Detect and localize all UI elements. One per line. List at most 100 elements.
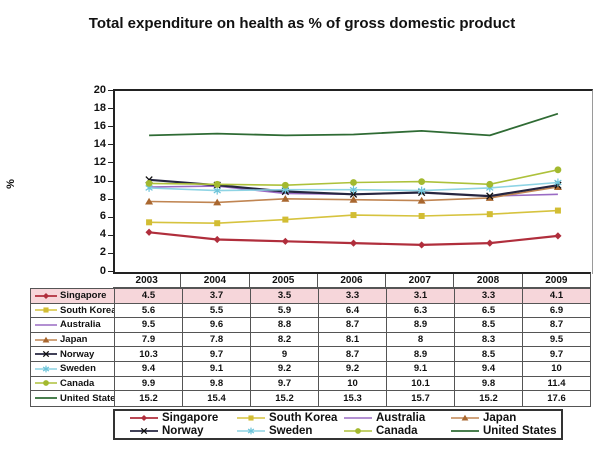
table-value-united-states-2003: 15.2 <box>114 391 182 406</box>
y-tick-label-14: 14 <box>93 137 106 150</box>
y-tick-label-4: 4 <box>99 228 106 241</box>
legend-item-singapore: Singapore <box>129 412 236 424</box>
series-line-sweden <box>145 178 562 195</box>
legend-label: Japan <box>483 411 517 424</box>
table-value-japan-2003: 7.9 <box>114 332 182 347</box>
legend-item-united-states: United States <box>450 425 557 437</box>
table-value-singapore-2005: 3.5 <box>250 289 318 303</box>
table-value-south-korea-2007: 6.3 <box>386 303 454 318</box>
y-tick-mark <box>108 252 113 254</box>
table-value-united-states-2004: 15.4 <box>182 391 250 406</box>
legend-item-japan: Japan <box>450 412 557 424</box>
y-tick-mark <box>108 162 113 164</box>
table-value-south-korea-2003: 5.6 <box>114 303 182 318</box>
table-value-south-korea-2009: 6.9 <box>522 303 590 318</box>
table-value-norway-2007: 8.9 <box>386 347 454 361</box>
series-line-south-korea <box>146 207 561 227</box>
norway-series-marker-icon <box>130 428 158 435</box>
year-label-2008: 2008 <box>453 274 521 287</box>
year-label-2009: 2009 <box>521 274 590 287</box>
table-value-south-korea-2004: 5.5 <box>182 303 250 318</box>
series-name-label: Japan <box>60 334 88 346</box>
legend-item-canada: Canada <box>343 425 450 437</box>
series-name-cell: United States <box>31 391 114 406</box>
y-tick-label-12: 12 <box>93 155 106 168</box>
table-value-south-korea-2006: 6.4 <box>318 303 386 318</box>
y-tick-label-10: 10 <box>93 174 106 186</box>
table-row-japan: Japan 7.9 7.8 8.2 8.1 8 8.3 9.5 <box>31 332 590 348</box>
table-value-japan-2005: 8.2 <box>250 332 318 347</box>
series-name-cell: South Korea <box>31 304 114 318</box>
united-states-series-marker-icon <box>451 430 479 433</box>
table-value-australia-2007: 8.9 <box>386 318 454 332</box>
table-value-united-states-2005: 15.2 <box>250 391 318 406</box>
y-tick-mark <box>108 108 113 110</box>
legend-item-norway: Norway <box>129 425 236 437</box>
table-value-canada-2007: 10.1 <box>386 376 454 391</box>
year-label-2007: 2007 <box>385 274 453 287</box>
series-name-label: United States <box>60 392 114 404</box>
y-tick-label-18: 18 <box>93 101 106 114</box>
y-axis-label: % <box>4 179 17 189</box>
table-value-norway-2005: 9 <box>250 347 318 361</box>
y-tick-mark <box>108 271 113 272</box>
legend-label: Sweden <box>269 425 313 438</box>
table-value-sweden-2003: 9.4 <box>114 361 182 376</box>
table-value-sweden-2008: 9.4 <box>454 361 522 376</box>
table-value-canada-2004: 9.8 <box>182 376 250 391</box>
table-value-sweden-2006: 9.2 <box>318 361 386 376</box>
table-value-norway-2009: 9.7 <box>522 347 590 361</box>
y-tick-label-8: 8 <box>99 192 106 205</box>
japan-series-marker-icon <box>35 336 57 343</box>
y-tick-label-2: 2 <box>99 246 106 259</box>
series-line-canada <box>145 166 562 189</box>
table-value-norway-2004: 9.7 <box>182 347 250 361</box>
table-value-australia-2004: 9.6 <box>182 318 250 332</box>
japan-series-marker-icon <box>451 414 479 421</box>
table-value-japan-2008: 8.3 <box>454 332 522 347</box>
table-value-japan-2009: 9.5 <box>522 332 590 347</box>
table-value-australia-2005: 8.8 <box>250 318 318 332</box>
year-label-2003: 2003 <box>135 275 158 286</box>
legend-label: United States <box>483 425 557 438</box>
table-row-south-korea: South Korea 5.6 5.5 5.9 6.4 6.3 6.5 6.9 <box>31 303 590 319</box>
canada-series-marker-icon <box>35 380 57 387</box>
legend-label: South Korea <box>269 411 338 424</box>
y-tick-label-20: 20 <box>93 83 106 96</box>
table-value-australia-2003: 9.5 <box>114 318 182 332</box>
legend-item-sweden: Sweden <box>236 425 343 437</box>
south-korea-series-marker-icon <box>35 307 57 313</box>
series-name-label: South Korea <box>60 304 114 316</box>
series-name-label: Canada <box>60 377 95 389</box>
y-tick-label-16: 16 <box>93 119 106 132</box>
y-tick-mark <box>108 198 113 200</box>
table-value-united-states-2006: 15.3 <box>318 391 386 406</box>
data-table: Singapore 4.5 3.7 3.5 3.3 3.1 3.3 4.1 South Kore… <box>30 288 591 407</box>
legend-label: Norway <box>162 425 204 438</box>
chart-title: Total expenditure on health as % of gros… <box>88 15 516 32</box>
sweden-series-marker-icon <box>237 427 265 435</box>
australia-series-marker-icon <box>344 416 372 419</box>
series-name-label: Sweden <box>60 363 96 375</box>
table-value-norway-2006: 8.7 <box>318 347 386 361</box>
table-row-sweden: Sweden 9.4 9.1 9.2 9.2 9.1 9.4 10 <box>31 361 590 377</box>
table-value-australia-2008: 8.5 <box>454 318 522 332</box>
series-line-singapore <box>145 228 562 249</box>
united-states-series-marker-icon <box>35 397 57 400</box>
norway-series-marker-icon <box>35 350 57 358</box>
y-tick-mark <box>108 90 113 91</box>
table-value-united-states-2009: 17.6 <box>522 391 590 406</box>
table-value-singapore-2009: 4.1 <box>522 289 590 303</box>
table-value-canada-2006: 10 <box>318 376 386 391</box>
table-row-united-states: United States15.215.415.215.315.715.217.… <box>31 391 590 406</box>
series-name-label: Singapore <box>60 290 107 302</box>
series-lines-svg <box>145 112 562 249</box>
y-tick-mark <box>108 126 113 128</box>
table-row-norway: Norway 10.3 9.7 9 8.7 8.9 8.5 9.7 <box>31 347 590 362</box>
table-value-australia-2006: 8.7 <box>318 318 386 332</box>
legend-item-australia: Australia <box>343 412 450 424</box>
table-value-singapore-2007: 3.1 <box>386 289 454 303</box>
series-name-cell: Sweden <box>31 362 114 376</box>
y-tick-mark <box>108 180 113 182</box>
